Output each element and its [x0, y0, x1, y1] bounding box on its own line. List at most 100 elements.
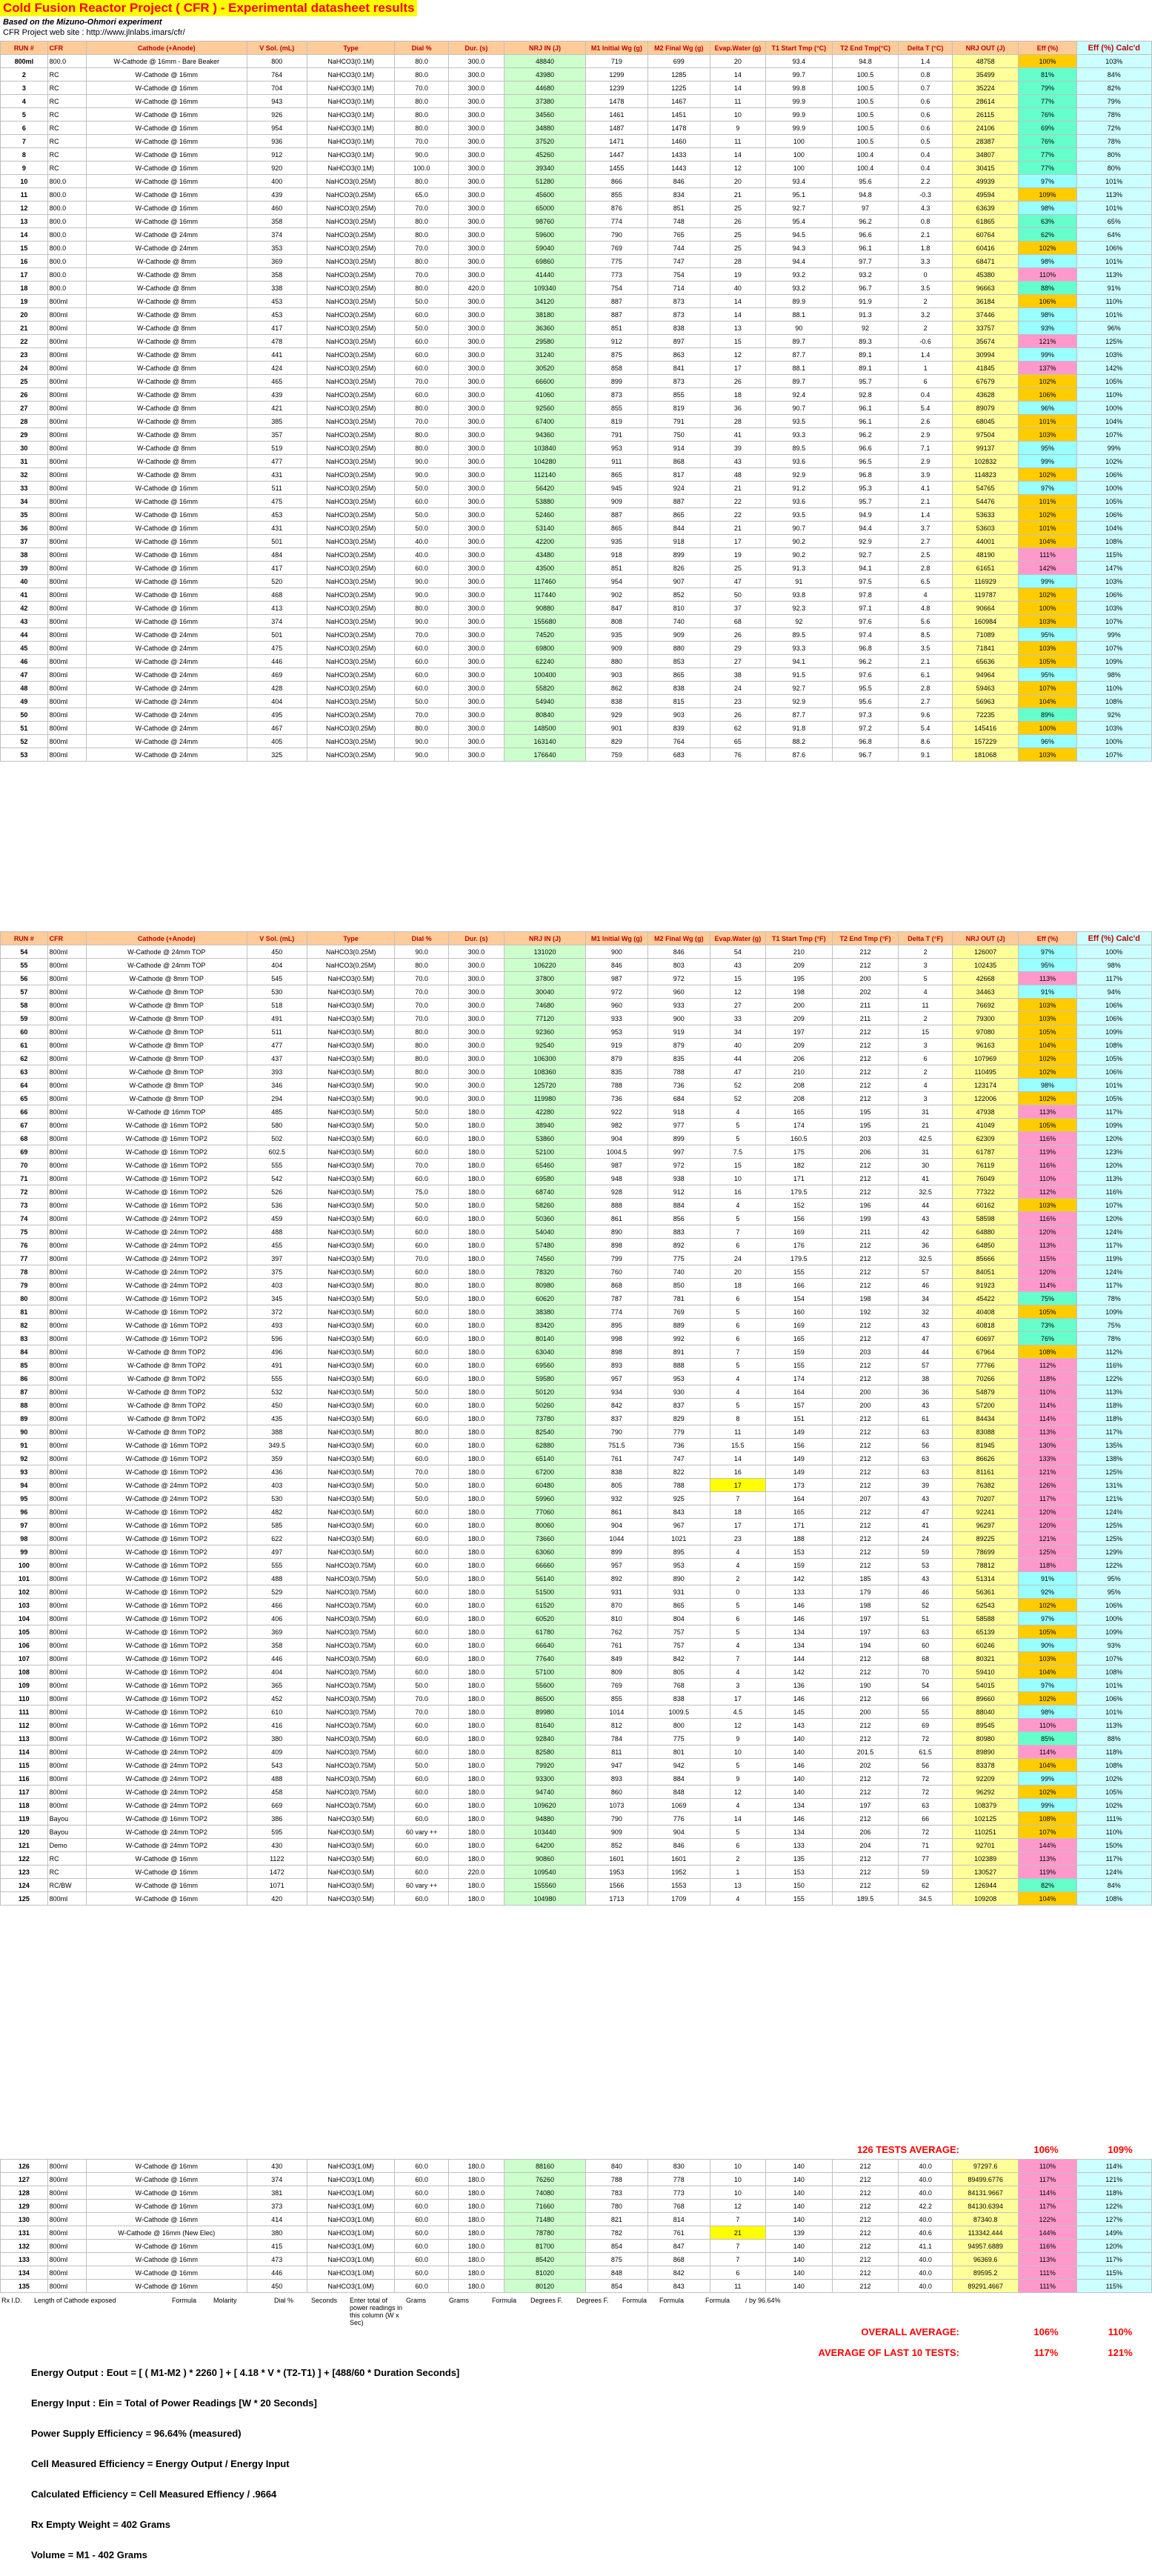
- table-cell: NaHCO3(0.25M): [306, 201, 396, 215]
- table-cell: 890: [585, 1225, 648, 1239]
- table-cell: 106%: [1076, 241, 1152, 255]
- table-cell: 38: [0, 548, 48, 562]
- column-header: RUN #: [0, 41, 48, 55]
- table-row: 22 800ml W-Cathode @ 8mm 478 NaHCO3(0.25M) 60…: [0, 334, 1152, 348]
- table-cell: W-Cathode @ 16mm: [85, 1865, 247, 1879]
- table-cell: 775: [647, 1251, 710, 1265]
- table-cell: 100%: [1076, 481, 1152, 495]
- table-cell: 90%: [1018, 1638, 1077, 1652]
- table-cell: 192: [831, 1305, 899, 1319]
- table-cell: 800ml: [47, 1891, 87, 1906]
- table-cell: 113342.444: [951, 2226, 1019, 2240]
- table-cell: 80980: [504, 1278, 586, 1292]
- table-cell: 60.0: [394, 1131, 449, 1145]
- table-cell: 97.2: [831, 721, 899, 735]
- table-cell: 165: [765, 1105, 833, 1119]
- table-cell: 748: [647, 214, 710, 228]
- table-cell: 800ml: [47, 1038, 87, 1052]
- table-cell: 100.4: [831, 161, 899, 175]
- table-cell: 35: [0, 507, 48, 522]
- table-row: 87 800ml W-Cathode @ 8mm TOP2 532 NaHCO3(0.5…: [0, 1385, 1152, 1399]
- table-cell: 70.0: [394, 1158, 449, 1172]
- table-cell: 50: [0, 708, 48, 722]
- table-cell: 112140: [504, 467, 586, 482]
- table-row: 104 800ml W-Cathode @ 16mm TOP2 406 NaHCO3(0…: [0, 1611, 1152, 1625]
- table-cell: 134: [765, 1638, 833, 1652]
- table-cell: 29: [0, 427, 48, 442]
- table-cell: 800ml: [47, 1465, 87, 1479]
- table-cell: 131020: [504, 945, 586, 959]
- table-cell: 933: [647, 998, 710, 1012]
- table-cell: 113%: [1076, 1385, 1152, 1399]
- table-cell: 40.0: [898, 2159, 953, 2173]
- table-cell: 50.0: [394, 1198, 449, 1212]
- table-cell: 65: [0, 1091, 48, 1105]
- table-cell: 36: [898, 1238, 953, 1252]
- table-cell: 180.0: [447, 2172, 505, 2186]
- table-cell: 55600: [504, 1678, 586, 1692]
- table-cell: 83420: [504, 1318, 586, 1332]
- table-cell: 960: [647, 985, 710, 999]
- table-row: 54 800ml W-Cathode @ 24mm TOP 450 NaHCO3(0.2…: [0, 945, 1152, 959]
- table-cell: Demo: [47, 1838, 87, 1852]
- table-cell: 152: [765, 1198, 833, 1212]
- table-cell: NaHCO3(0.5M): [306, 1331, 396, 1345]
- table-cell: 80.0: [394, 427, 449, 442]
- table-cell: 300.0: [447, 601, 505, 615]
- table-cell: 800ml: [47, 1691, 87, 1705]
- table-cell: 345: [246, 1291, 307, 1305]
- table-cell: Bayou: [47, 1825, 87, 1839]
- table-cell: 346: [246, 1078, 307, 1092]
- table-cell: 39340: [504, 161, 586, 175]
- table-cell: 60.0: [394, 1371, 449, 1385]
- table-cell: 300.0: [447, 107, 505, 122]
- table-cell: NaHCO3(0.75M): [306, 1585, 396, 1599]
- table-cell: NaHCO3(0.75M): [306, 1691, 396, 1705]
- table-cell: 25: [709, 227, 767, 242]
- table-cell: 95: [0, 1491, 48, 1505]
- table-cell: 47: [898, 1331, 953, 1345]
- table-cell: 102%: [1018, 588, 1077, 602]
- table-cell: NaHCO3(0.5M): [306, 1811, 396, 1826]
- table-cell: 69: [0, 1145, 48, 1159]
- table-cell: 60.0: [394, 494, 449, 508]
- table-row: 76 800ml W-Cathode @ 24mm TOP2 455 NaHCO3(0.…: [0, 1238, 1152, 1252]
- table-cell: W-Cathode @ 24mm TOP2: [85, 1491, 247, 1505]
- table-row: 102 800ml W-Cathode @ 16mm TOP2 529 NaHCO3(0…: [0, 1585, 1152, 1599]
- table-cell: 855: [647, 387, 710, 402]
- table-cell: 761: [585, 1451, 648, 1465]
- table-cell: W-Cathode @ 16mm: [85, 174, 247, 188]
- table-cell: 790: [585, 1425, 648, 1439]
- table-cell: 60.0: [394, 1411, 449, 1425]
- table-cell: 799: [585, 1251, 648, 1265]
- table-cell: 123%: [1076, 1145, 1152, 1159]
- table-cell: 73660: [504, 1531, 586, 1545]
- table-cell: 435: [246, 1411, 307, 1425]
- data-table-runs-54-125: RUN # CFR Cathode (+Anode) V Sol. (mL) Type D…: [0, 931, 1152, 1906]
- table-cell: 60697: [951, 1331, 1019, 1345]
- table-cell: W-Cathode @ 16mm: [85, 548, 247, 562]
- table-cell: 116%: [1018, 2239, 1077, 2253]
- table-cell: NaHCO3(0.1M): [306, 121, 396, 135]
- table-cell: 159: [765, 1558, 833, 1572]
- table-cell: 70.0: [394, 708, 449, 722]
- table-cell: 106%: [1076, 998, 1152, 1012]
- table-cell: 69%: [1018, 121, 1077, 135]
- table-cell: 198: [831, 1598, 899, 1612]
- table-cell: 300.0: [447, 721, 505, 735]
- table-cell: 529: [246, 1585, 307, 1599]
- table-cell: 914: [647, 441, 710, 455]
- table-cell: 14: [709, 1811, 767, 1826]
- table-cell: 107%: [1076, 1651, 1152, 1665]
- table-cell: 71660: [504, 2199, 586, 2213]
- table-cell: 800.0: [47, 174, 87, 188]
- table-cell: 8.5: [898, 628, 953, 642]
- table-cell: 98%: [1018, 254, 1077, 268]
- table-cell: 106: [0, 1638, 48, 1652]
- table-cell: 4.5: [709, 1705, 767, 1719]
- table-cell: 133: [765, 1838, 833, 1852]
- table-row: 2 RC W-Cathode @ 16mm 764 NaHCO3(0.1M) 80.0 30…: [0, 67, 1152, 81]
- table-cell: 97504: [951, 427, 1019, 442]
- table-cell: 862: [585, 681, 648, 695]
- table-cell: 805: [585, 1478, 648, 1492]
